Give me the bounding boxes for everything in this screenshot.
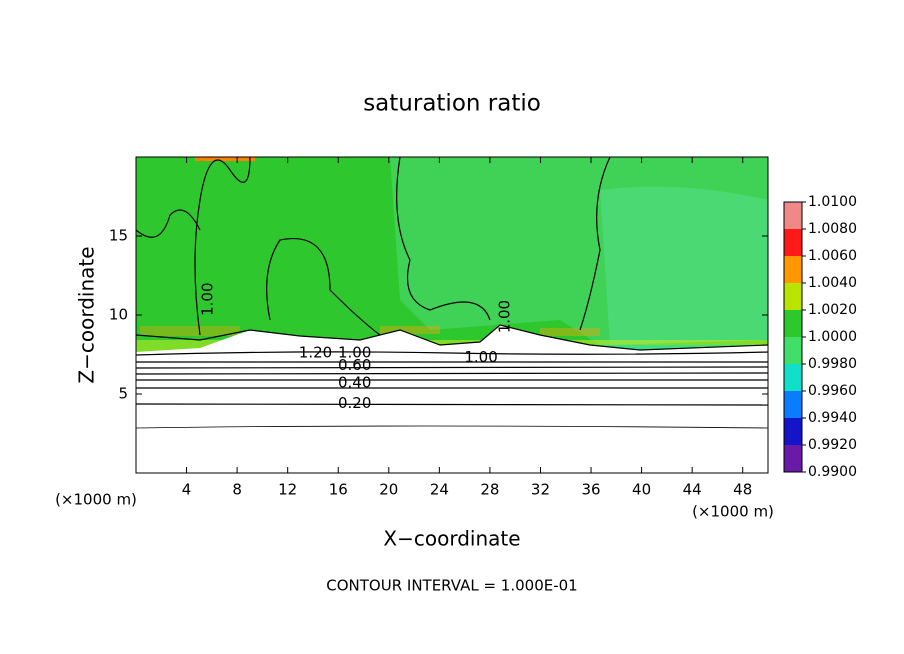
x-tick-label: 4 xyxy=(182,481,192,499)
y-tick-label: 5 xyxy=(118,385,128,403)
x-tick-label: 28 xyxy=(480,481,499,499)
contour-label: 0.40 xyxy=(338,373,371,391)
colorbar-band xyxy=(784,418,802,445)
contour-label: 1.00 xyxy=(338,343,371,361)
colorbar-tick-label: 1.0100 xyxy=(808,194,857,210)
x-tick-label: 12 xyxy=(278,481,297,499)
colorbar-band xyxy=(784,229,802,256)
colorbar-tick-label: 1.0020 xyxy=(808,302,857,318)
x-tick-label: 48 xyxy=(733,481,752,499)
colorbar-tick-label: 0.9920 xyxy=(808,437,857,453)
y-tick-label: 15 xyxy=(109,227,128,245)
x-tick-label: 40 xyxy=(632,481,651,499)
colorbar-band xyxy=(784,202,802,229)
y-axis-label: Z−coordinate xyxy=(75,246,99,383)
colorbar-band xyxy=(784,283,802,310)
contour-label: 1.00 xyxy=(464,348,497,366)
chart-title: saturation ratio xyxy=(363,91,541,117)
colorbar-band xyxy=(784,391,802,418)
x-unit: (×1000 m) xyxy=(692,503,774,521)
x-tick-label: 20 xyxy=(379,481,398,499)
x-tick-label: 8 xyxy=(232,481,242,499)
colorbar-band xyxy=(784,364,802,391)
contour-label: 0.60 xyxy=(338,356,371,374)
colorbar-band xyxy=(784,337,802,364)
contour-label: 1.00 xyxy=(496,300,514,333)
y-tick-label: 10 xyxy=(109,306,128,324)
colorbar-tick-label: 0.9900 xyxy=(808,464,857,480)
x-unit: (×1000 m) xyxy=(55,491,137,509)
colorbar-tick-label: 0.9960 xyxy=(808,383,857,399)
colorbar-tick-label: 1.0040 xyxy=(808,275,857,291)
contour-label: 0.20 xyxy=(338,394,371,412)
x-tick-label: 36 xyxy=(581,481,600,499)
colorbar-tick-label: 1.0060 xyxy=(808,248,857,264)
x-axis-label: X−coordinate xyxy=(383,527,520,551)
colorbar-tick-label: 0.9980 xyxy=(808,356,857,372)
colorbar-band xyxy=(784,256,802,283)
x-tick-label: 44 xyxy=(683,481,702,499)
colorbar-band xyxy=(784,310,802,337)
field xyxy=(136,157,768,473)
colorbar-tick-label: 1.0080 xyxy=(808,221,857,237)
contour-label: 1.00 xyxy=(199,282,217,315)
colorbar-band xyxy=(784,445,802,472)
colorbar-tick-label: 1.0000 xyxy=(808,329,857,345)
x-tick-label: 24 xyxy=(430,481,449,499)
x-tick-label: 32 xyxy=(531,481,550,499)
x-tick-label: 16 xyxy=(329,481,348,499)
contour-label: 1.20 xyxy=(299,343,332,361)
colorbar-tick-label: 0.9940 xyxy=(808,410,857,426)
footer: CONTOUR INTERVAL = 1.000E-01 xyxy=(326,577,577,595)
